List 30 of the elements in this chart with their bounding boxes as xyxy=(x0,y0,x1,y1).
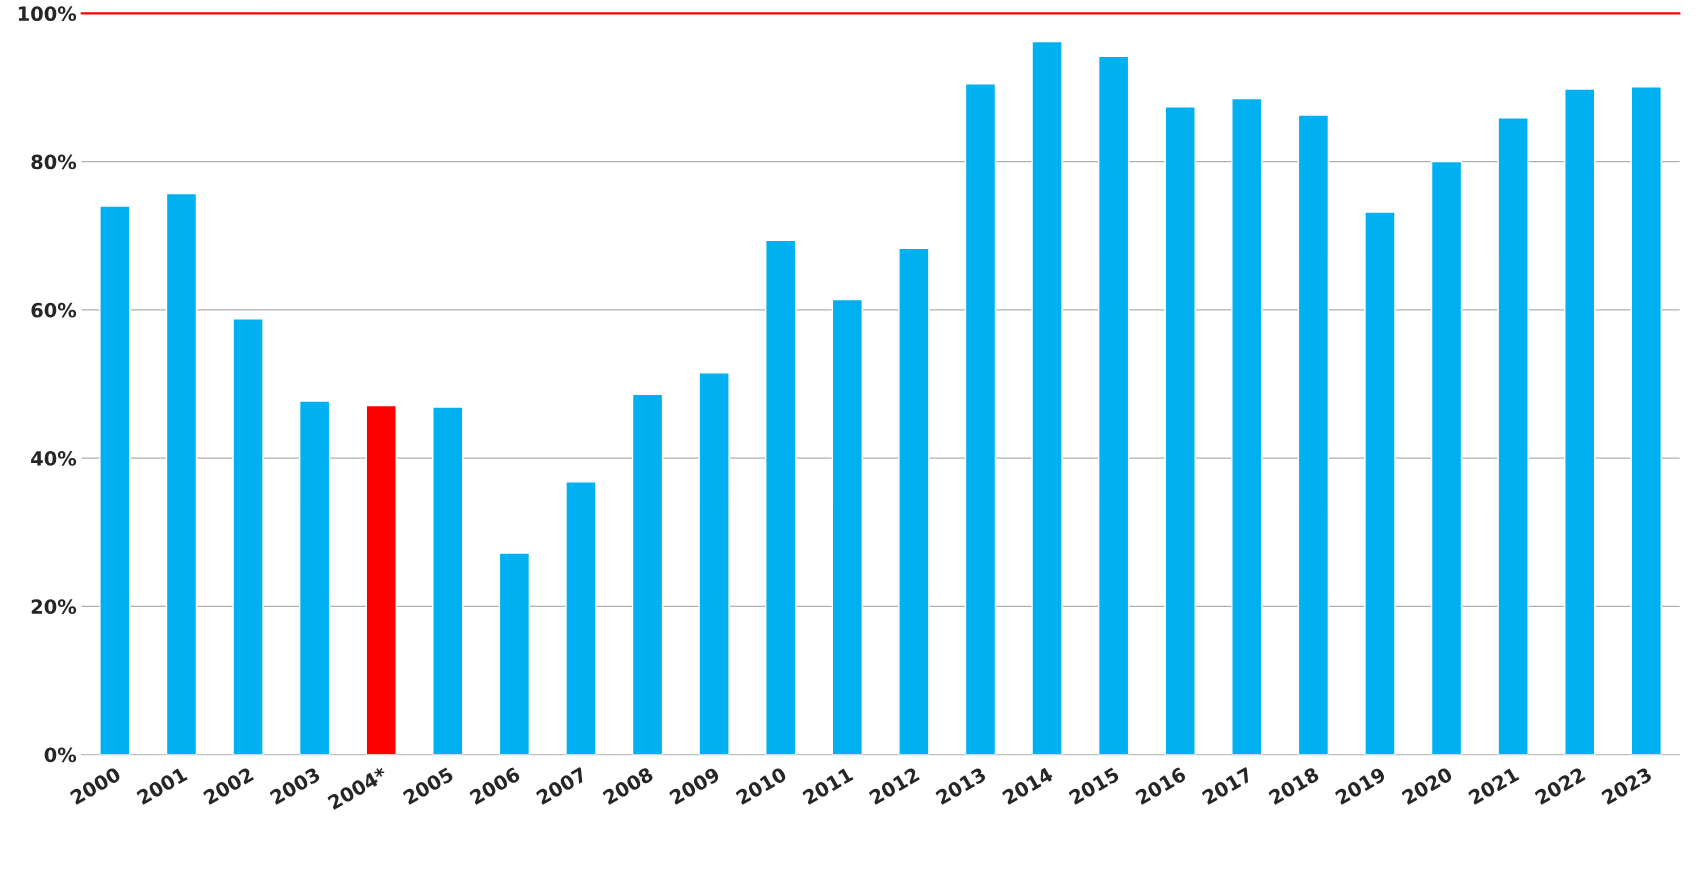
bar xyxy=(165,192,198,755)
y-tick-label: 40% xyxy=(31,451,77,466)
bar xyxy=(1630,86,1662,755)
bar xyxy=(498,552,531,755)
bar xyxy=(365,404,397,755)
y-tick-label: 100% xyxy=(18,6,77,22)
y-tick-label: 0% xyxy=(44,747,77,763)
bar xyxy=(1164,106,1196,755)
y-tick-label: 80% xyxy=(31,154,77,170)
bar xyxy=(1097,55,1130,755)
bar xyxy=(99,205,131,755)
bar xyxy=(1364,211,1396,755)
bar xyxy=(432,406,464,755)
bar xyxy=(1564,88,1596,755)
bar xyxy=(831,298,863,755)
bar xyxy=(765,239,797,755)
bar xyxy=(298,400,331,755)
y-tick-label: 20% xyxy=(31,599,77,615)
y-tick-label: 60% xyxy=(31,302,77,318)
bar xyxy=(631,393,664,755)
bar xyxy=(1297,114,1330,755)
bar xyxy=(1497,117,1529,755)
bar xyxy=(1031,40,1063,755)
bar xyxy=(898,247,930,755)
bar xyxy=(232,318,264,755)
bar xyxy=(964,83,997,755)
bar xyxy=(1430,160,1463,755)
bar xyxy=(698,372,730,755)
bar xyxy=(565,481,597,755)
bar xyxy=(1231,97,1263,755)
